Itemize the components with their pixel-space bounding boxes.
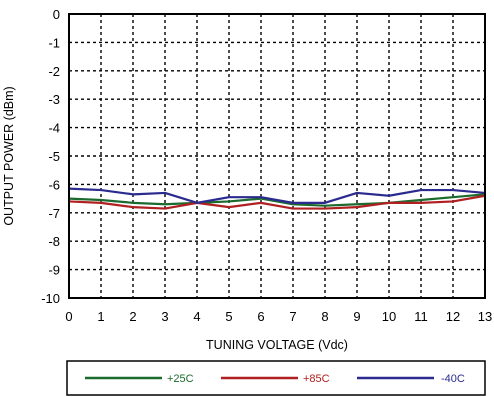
- plot-frame: [68, 13, 486, 299]
- y-tick-label: 0: [53, 7, 60, 22]
- grid-layer: [69, 14, 485, 298]
- y-tick-label: -6: [48, 177, 60, 192]
- plot-area: [69, 14, 485, 298]
- x-tick-label: 2: [129, 309, 136, 324]
- x-tick-label: 8: [321, 309, 328, 324]
- legend-label: -40C: [441, 373, 465, 385]
- y-tick-label: -4: [48, 121, 60, 136]
- legend-label: +25C: [167, 373, 194, 385]
- x-tick-label: 9: [353, 309, 360, 324]
- x-tick-label: 0: [65, 309, 72, 324]
- y-axis-label: OUTPUT POWER (dBm): [2, 86, 16, 225]
- x-tick-label: 5: [225, 309, 232, 324]
- y-tick-label: -7: [48, 206, 60, 221]
- series-line-1: [67, 194, 487, 210]
- x-tick-label: 13: [478, 309, 492, 324]
- legend-label: +85C: [303, 373, 330, 385]
- y-tick-label: -9: [48, 263, 60, 278]
- series-layer: [67, 187, 487, 210]
- x-tick-label: 1: [97, 309, 104, 324]
- y-tick-label: -10: [41, 291, 60, 306]
- x-tick-label: 7: [289, 309, 296, 324]
- x-tick-label: 11: [414, 309, 428, 324]
- y-tick-label: -2: [48, 64, 60, 79]
- x-tick-label: 6: [257, 309, 264, 324]
- x-tick-label: 10: [382, 309, 396, 324]
- x-axis-label: TUNING VOLTAGE (Vdc): [206, 338, 348, 352]
- x-tick-label: 12: [446, 309, 460, 324]
- tick-label-layer: 0 1 2 3 4 5 6 7 8 9 10 11 12 130-1-2-3-4-5-6-7-8-9-10: [41, 7, 492, 324]
- series-line-0: [67, 193, 487, 207]
- legend: +25C +85C -40C: [66, 360, 486, 396]
- y-tick-label: -3: [48, 92, 60, 107]
- y-tick-label: -8: [48, 234, 60, 249]
- x-tick-label: 4: [193, 309, 200, 324]
- x-tick-label: 3: [161, 309, 168, 324]
- series-line-2: [67, 187, 487, 204]
- legend-entries: +25C +85C -40C: [85, 373, 465, 385]
- y-tick-label: -5: [48, 149, 60, 164]
- y-tick-label: -1: [48, 35, 60, 50]
